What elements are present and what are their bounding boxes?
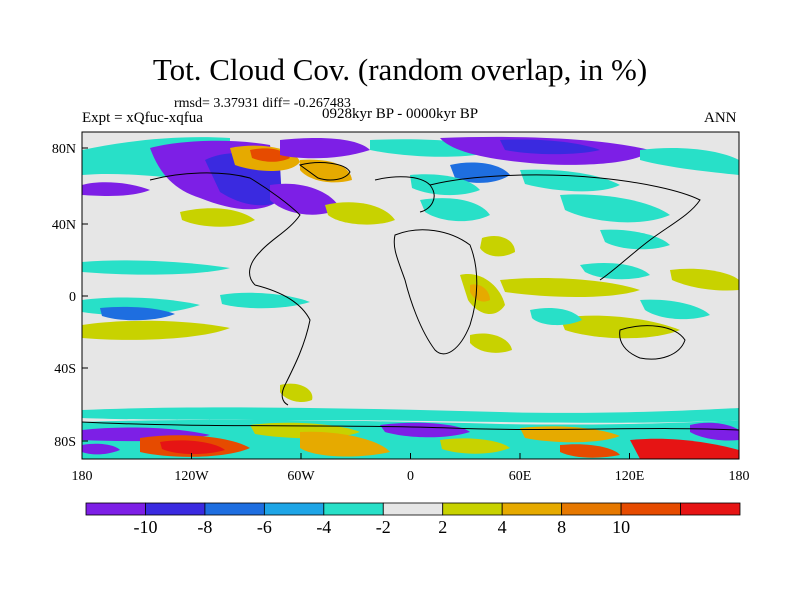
latitude-axis: 80N 40N 0 40S 80S [52,142,88,450]
colorbar-label: -10 [133,517,157,537]
colorbar-swatch [85,502,146,516]
tropical-anomalies [82,202,739,403]
colorbar-label: -8 [197,517,212,537]
lat-tick-label: 40N [52,218,76,233]
colorbar-swatch [204,502,265,516]
lon-tick-label: 60E [509,469,532,484]
lat-tick-label: 0 [69,290,76,305]
longitude-axis: 180 120W 60W 0 60E 120E 180 [72,453,750,484]
lon-tick-label: 60W [287,469,315,484]
colorbar-label: 8 [557,517,566,537]
season-label: ANN [704,110,737,126]
rmsd-diff-stats: rmsd= 3.37931 diff= -0.267483 [174,96,351,111]
colorbar-label: -6 [257,517,272,537]
colorbar-swatch [680,502,741,516]
experiment-label: Expt = xQfuc-xqfua [82,110,203,126]
colorbar-swatch [263,502,325,516]
period-label: 0928kyr BP - 0000kyr BP [322,106,479,122]
coastlines [82,162,739,431]
lat-tick-label: 80N [52,142,76,157]
colorbar-swatch [442,502,503,516]
colorbar-label: 4 [498,517,507,537]
colorbar-swatch [382,502,444,516]
plot-title: Tot. Cloud Cov. (random overlap, in %) [152,52,648,87]
colorbar-label: -2 [376,517,391,537]
colorbar-swatch [620,502,681,516]
colorbar: -10 -8 -6 -4 -2 2 4 8 10 [85,502,741,537]
colorbar-label: 2 [438,517,447,537]
lon-tick-label: 0 [407,469,414,484]
lon-tick-label: 180 [72,469,93,484]
lon-tick-label: 120W [174,469,209,484]
colorbar-swatch [145,502,206,516]
lon-tick-label: 180 [729,469,750,484]
colorbar-label: 10 [612,517,630,537]
arctic-anomaly-band [82,136,739,250]
colorbar-swatch [501,502,563,516]
colorbar-swatch [323,502,384,516]
map-plot-area [82,132,739,459]
lat-tick-label: 40S [54,362,76,377]
southern-ocean-band [82,407,739,459]
colorbar-label: -4 [316,517,331,537]
lon-tick-label: 120E [615,469,645,484]
lat-tick-label: 80S [54,435,76,450]
colorbar-swatch [561,502,622,516]
